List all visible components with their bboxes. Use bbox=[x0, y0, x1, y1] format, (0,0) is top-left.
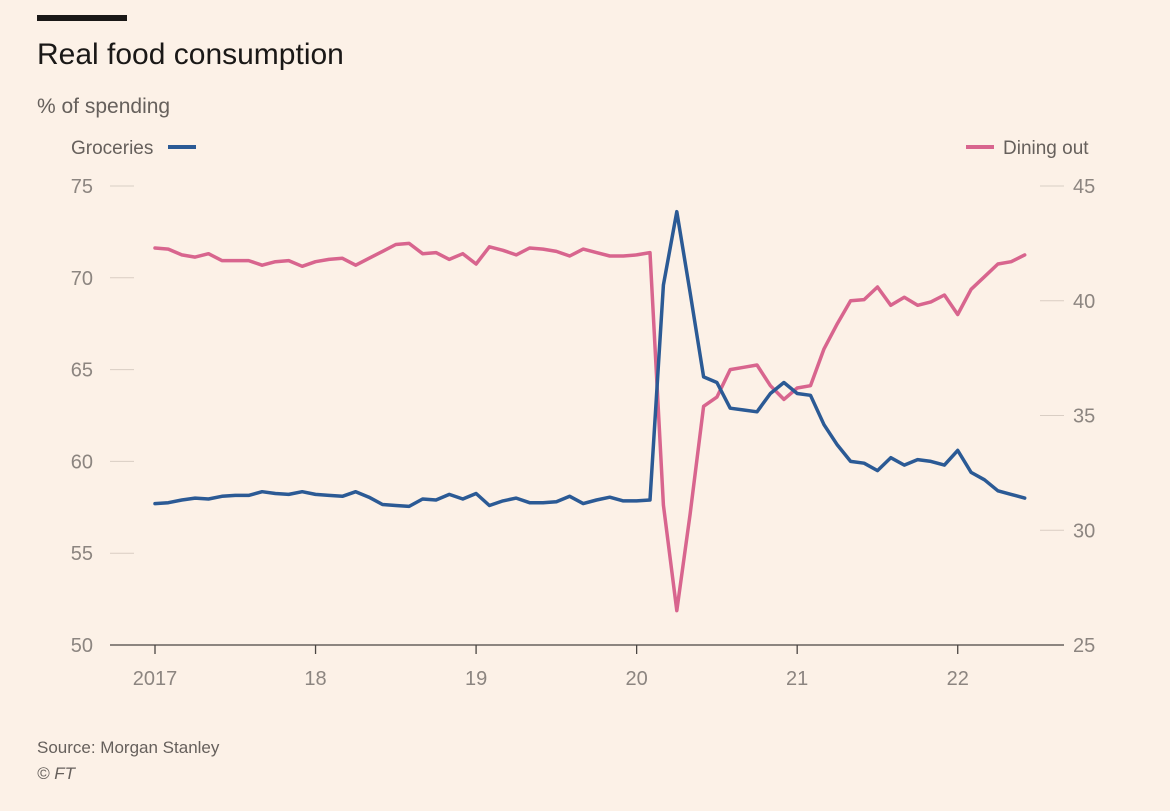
x-tick-label-2019: 19 bbox=[465, 668, 487, 690]
x-tick-label-2021: 21 bbox=[786, 668, 808, 690]
left-tick-label-65: 65 bbox=[71, 360, 93, 382]
series-line-groceries bbox=[153, 209, 1027, 509]
left-tick-label-55: 55 bbox=[71, 543, 93, 565]
x-tick-label-2020: 20 bbox=[626, 668, 648, 690]
right-tick-label-45: 45 bbox=[1073, 176, 1095, 198]
right-tick-label-25: 25 bbox=[1073, 635, 1095, 657]
legend-label-groceries: Groceries bbox=[71, 138, 153, 159]
x-tick-label-2022: 22 bbox=[947, 668, 969, 690]
series-line-dining-out bbox=[153, 241, 1027, 613]
right-tick-label-35: 35 bbox=[1073, 406, 1095, 428]
right-tick-label-40: 40 bbox=[1073, 291, 1095, 313]
left-tick-label-75: 75 bbox=[71, 176, 93, 198]
left-tick-label-60: 60 bbox=[71, 451, 93, 473]
left-tick-label-50: 50 bbox=[71, 635, 93, 657]
left-y-axis: 50 55 60 65 70 75 bbox=[71, 176, 134, 657]
plot-area bbox=[153, 209, 1027, 613]
copyright-note: © FT bbox=[37, 764, 77, 783]
title-accent-bar bbox=[37, 15, 127, 21]
left-tick-label-70: 70 bbox=[71, 268, 93, 290]
right-y-axis: 25 30 35 40 45 bbox=[1040, 176, 1095, 657]
chart-subtitle: % of spending bbox=[37, 95, 170, 118]
source-note: Source: Morgan Stanley bbox=[37, 738, 220, 757]
chart-title: Real food consumption bbox=[37, 38, 344, 71]
legend-label-dining-out: Dining out bbox=[1003, 138, 1089, 159]
x-axis: 2017 18 19 20 21 22 bbox=[110, 644, 1064, 690]
x-tick-label-2018: 18 bbox=[304, 668, 326, 690]
right-tick-label-30: 30 bbox=[1073, 520, 1095, 542]
x-tick-label-2017: 2017 bbox=[133, 668, 178, 690]
